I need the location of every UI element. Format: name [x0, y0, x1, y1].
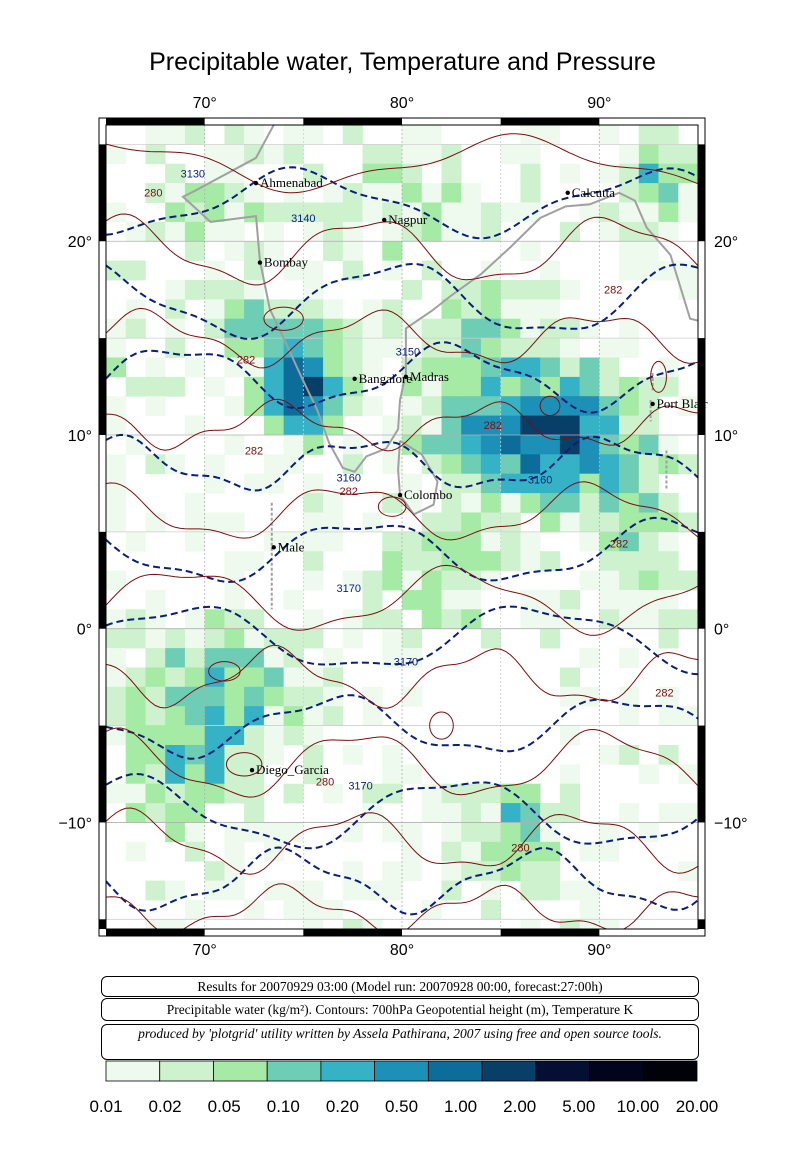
longitude-tick-label: 80° — [390, 95, 414, 112]
colorbar-label: 10.00 — [617, 1097, 660, 1116]
city-marker: Nagpur — [382, 212, 428, 227]
colorbar-swatch — [589, 1060, 644, 1082]
latitude-tick-label: 0° — [714, 622, 729, 639]
city-label: Madras — [410, 369, 449, 384]
city-marker: Colombo — [397, 487, 452, 502]
city-marker: Male — [271, 539, 305, 554]
axis-tick-labels: 70° 70° 80° 80° 90° 90° 20° 20° 10° 10° 0° 0° −10° −1… — [58, 95, 747, 959]
colorbar-swatch — [105, 1060, 161, 1082]
city-dot — [650, 401, 655, 407]
colorbar-swatch — [481, 1060, 537, 1082]
city-label: Calcutta — [572, 185, 616, 200]
latitude-tick-label: 10° — [68, 428, 92, 445]
latitude-tick-label: 20° — [68, 234, 92, 251]
colorbar-swatch — [159, 1060, 214, 1082]
longitude-tick-label: 80° — [390, 942, 414, 959]
colorbar-swatch — [642, 1060, 698, 1082]
colorbar-label: 1.00 — [444, 1097, 477, 1116]
city-marker: Diego_Garcia — [249, 762, 329, 777]
city-marker: Madras — [403, 369, 449, 384]
city-label: Bangalore — [359, 371, 413, 386]
map-title: Precipitable water, Temperature and Pres… — [149, 48, 656, 76]
contour-label: 3140 — [291, 213, 315, 225]
city-label: Nagpur — [388, 212, 428, 227]
colorbar-swatch — [320, 1060, 376, 1082]
city-dot — [249, 767, 255, 773]
city-dot — [397, 492, 403, 498]
city-dot — [565, 190, 570, 196]
contour-label: 3130 — [181, 168, 205, 180]
colorbar-swatch — [427, 1060, 483, 1082]
run-caption: Results for 20070929 03:00 (Model run: 2… — [101, 976, 699, 997]
colorbar-label: 20.00 — [676, 1097, 719, 1116]
contour-label: 280 — [316, 777, 334, 789]
contour-label: 282 — [604, 285, 622, 297]
contour-label: 280 — [511, 843, 529, 855]
credit-caption: produced by 'plotgrid' utility written b… — [101, 1024, 699, 1060]
colorbar-label: 0.20 — [326, 1097, 359, 1116]
contour-labels: 3130 280 3140 282 282 3150 282 282 3160 3160 282 28… — [144, 168, 673, 854]
colorbar-swatch — [374, 1060, 429, 1082]
latitude-tick-label: 20° — [714, 234, 738, 251]
city-dot — [253, 180, 259, 186]
colorbar-label: 0.01 — [89, 1097, 122, 1116]
contour-label: 3170 — [348, 781, 372, 793]
city-label: Port Blair — [657, 396, 709, 411]
city-label: Bombay — [264, 255, 309, 270]
contour-label: 282 — [237, 354, 255, 366]
map-frame — [98, 117, 706, 937]
colorbar-swatch — [213, 1060, 268, 1082]
city-label: Male — [278, 539, 305, 554]
contour-lines — [106, 133, 698, 929]
contour-label: 282 — [484, 420, 502, 432]
longitude-tick-label: 90° — [587, 942, 611, 959]
fields-caption: Precipitable water (kg/m²). Contours: 70… — [101, 998, 699, 1021]
city-dot — [271, 545, 276, 550]
city-marker: Calcutta — [565, 185, 616, 200]
longitude-tick-label: 70° — [193, 942, 217, 959]
contour-label: 3170 — [336, 583, 360, 595]
colorbar-label: 5.00 — [562, 1097, 595, 1116]
colorbar-label: 0.10 — [267, 1097, 300, 1116]
city-dot — [403, 374, 409, 380]
latitude-tick-label: 10° — [714, 428, 738, 445]
contour-label: 282 — [245, 445, 263, 457]
latitude-tick-label: −10° — [714, 815, 748, 832]
city-marker: Port Blair — [650, 396, 708, 411]
contour-label: 3160 — [336, 472, 360, 484]
city-dot — [352, 376, 357, 381]
colorbar-label: 0.05 — [208, 1097, 241, 1116]
contour-label: 282 — [655, 688, 673, 700]
latitude-tick-label: 0° — [77, 622, 92, 639]
colorbar: 0.01 0.02 0.05 0.10 0.20 0.50 1.00 2.00 5.00 10.0… — [89, 1060, 719, 1116]
colorbar-label: 0.02 — [149, 1097, 182, 1116]
longitude-tick-label: 70° — [193, 95, 217, 112]
contour-label: 282 — [340, 486, 358, 498]
city-marker: Bombay — [257, 255, 309, 270]
colorbar-label: 0.50 — [385, 1097, 418, 1116]
city-markers: AhmenabadNagpurCalcuttaBombayBangaloreMa… — [249, 175, 708, 777]
contour-label: 3150 — [396, 347, 420, 359]
contour-label: 3160 — [528, 474, 552, 486]
longitude-tick-label: 90° — [587, 95, 611, 112]
contour-label: 280 — [144, 188, 162, 200]
colorbar-swatch — [266, 1060, 322, 1082]
city-label: Diego_Garcia — [256, 762, 329, 777]
city-marker: Bangalore — [352, 371, 412, 386]
city-label: Ahmenabad — [260, 175, 323, 190]
city-marker: Ahmenabad — [253, 175, 323, 190]
precipitable-water-grid — [106, 125, 698, 929]
city-dot — [257, 260, 263, 265]
city-label: Colombo — [404, 487, 452, 502]
colorbar-swatch — [535, 1060, 590, 1082]
city-dot — [382, 217, 387, 223]
contour-label: 3170 — [394, 657, 418, 669]
coastline — [181, 125, 698, 610]
contour-label: 282 — [610, 538, 628, 550]
latitude-tick-label: −10° — [58, 815, 92, 832]
colorbar-label: 2.00 — [503, 1097, 536, 1116]
